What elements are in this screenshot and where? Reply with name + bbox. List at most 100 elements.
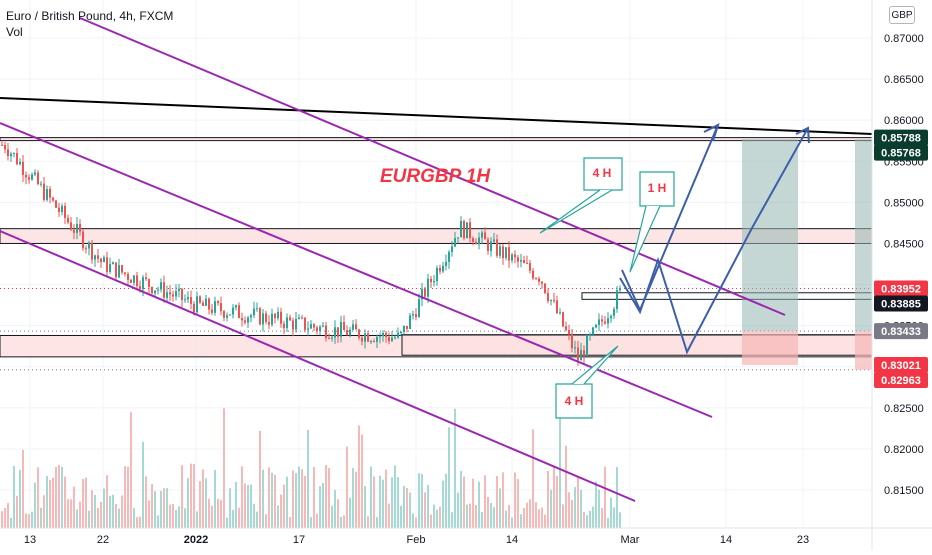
candle-body <box>577 347 579 361</box>
y-axis-tick-label: 0.87000 <box>884 33 924 45</box>
candle-body <box>439 267 441 272</box>
support-resistance-zone <box>0 137 873 142</box>
volume-bar <box>592 506 594 528</box>
volume-bar <box>511 517 513 528</box>
candle-body <box>256 308 258 310</box>
volume-bar <box>67 499 69 528</box>
x-axis-tick-label: 14 <box>506 534 518 546</box>
projection-path-upper[interactable] <box>621 124 719 313</box>
trendline-black[interactable] <box>0 97 873 135</box>
volume-bar <box>148 500 150 528</box>
candle-body <box>88 242 90 249</box>
x-axis-tick-label: 22 <box>97 534 109 546</box>
candle-body <box>142 277 144 290</box>
candle-body <box>340 322 342 337</box>
volume-bar <box>175 510 177 528</box>
candle-body <box>505 247 507 259</box>
drawing-layer[interactable]: 4 H 1 H 4 H EURGBP 1H <box>0 17 873 502</box>
callout-box-4h-top[interactable] <box>583 157 623 191</box>
volume-bar <box>208 498 210 528</box>
candle-body <box>367 333 369 342</box>
volume-bar <box>334 489 336 528</box>
candle-body <box>13 152 15 154</box>
candle-body <box>178 288 180 292</box>
candle-body <box>19 161 21 165</box>
volume-bar <box>424 492 426 528</box>
volume-indicator-label[interactable]: Vol <box>6 25 23 39</box>
volume-bar <box>442 480 444 528</box>
volume-bar <box>298 466 300 528</box>
volume-bar <box>16 495 18 528</box>
candle-body <box>94 255 96 260</box>
volume-bar <box>256 511 258 528</box>
price-axis-background <box>872 0 932 550</box>
volume-bar <box>550 489 552 528</box>
volume-bar <box>406 487 408 528</box>
volume-bar <box>247 484 249 528</box>
volume-bar <box>322 483 324 528</box>
candle-body <box>262 313 264 325</box>
volume-bar <box>538 509 540 528</box>
volume-bar <box>85 477 87 528</box>
candle-body <box>409 315 411 329</box>
candle-body <box>196 296 198 313</box>
candle-body <box>451 246 453 252</box>
volume-bar <box>229 488 231 528</box>
candle-body <box>154 290 156 294</box>
candle-body <box>37 172 39 185</box>
x-axis-tick-label: 2022 <box>184 534 208 546</box>
candle-body <box>25 174 27 178</box>
volume-bar <box>415 517 417 528</box>
symbol-title[interactable]: Euro / British Pound, 4h, FXCM <box>6 9 174 23</box>
candle-body <box>511 254 513 261</box>
projection-path-lower[interactable] <box>619 127 809 355</box>
candle-body <box>166 292 168 298</box>
volume-bar <box>520 514 522 528</box>
candle-body <box>16 152 18 165</box>
volume-bar <box>556 475 558 528</box>
volume-bar <box>61 466 63 528</box>
annotation-title: EURGBP 1H <box>380 166 491 187</box>
volume-bar <box>358 425 360 528</box>
volume-bar <box>268 467 270 528</box>
candle-body <box>478 237 480 245</box>
candle-body <box>163 282 165 298</box>
volume-bar <box>508 504 510 528</box>
volume-bar <box>202 469 204 528</box>
volume-bar <box>430 514 432 528</box>
candle-body <box>499 246 501 256</box>
candle-body <box>532 270 534 279</box>
channel-lower-line[interactable] <box>0 230 636 502</box>
volume-bar <box>433 504 435 528</box>
volume-bar <box>196 511 198 528</box>
volume-bar <box>388 503 390 528</box>
currency-badge[interactable]: GBP <box>889 6 915 24</box>
volume-bar <box>250 484 252 528</box>
volume-bar <box>241 466 243 528</box>
candle-body <box>247 317 249 323</box>
volume-bar <box>583 511 585 528</box>
candle-body <box>523 260 525 264</box>
candle-body <box>610 315 612 319</box>
y-axis-tick-label: 0.84500 <box>884 238 924 250</box>
volume-bar <box>454 408 456 528</box>
candle-body <box>124 272 126 274</box>
candle-body <box>169 292 171 295</box>
candle-body <box>358 329 360 338</box>
volume-bar <box>124 466 126 528</box>
channel-upper-line[interactable] <box>79 17 786 316</box>
candle-body <box>244 320 246 323</box>
callout-pointer <box>571 345 619 385</box>
volume-bar <box>355 471 357 528</box>
candle-body <box>583 350 585 357</box>
callout-box-1h[interactable] <box>639 171 675 207</box>
position-stop-box <box>742 331 798 366</box>
volume-bar <box>409 492 411 528</box>
x-axis-tick-label: Feb <box>407 534 426 546</box>
price-label-text: 0.83952 <box>881 283 921 295</box>
candle-body <box>283 323 285 329</box>
volume-bar <box>385 469 387 528</box>
